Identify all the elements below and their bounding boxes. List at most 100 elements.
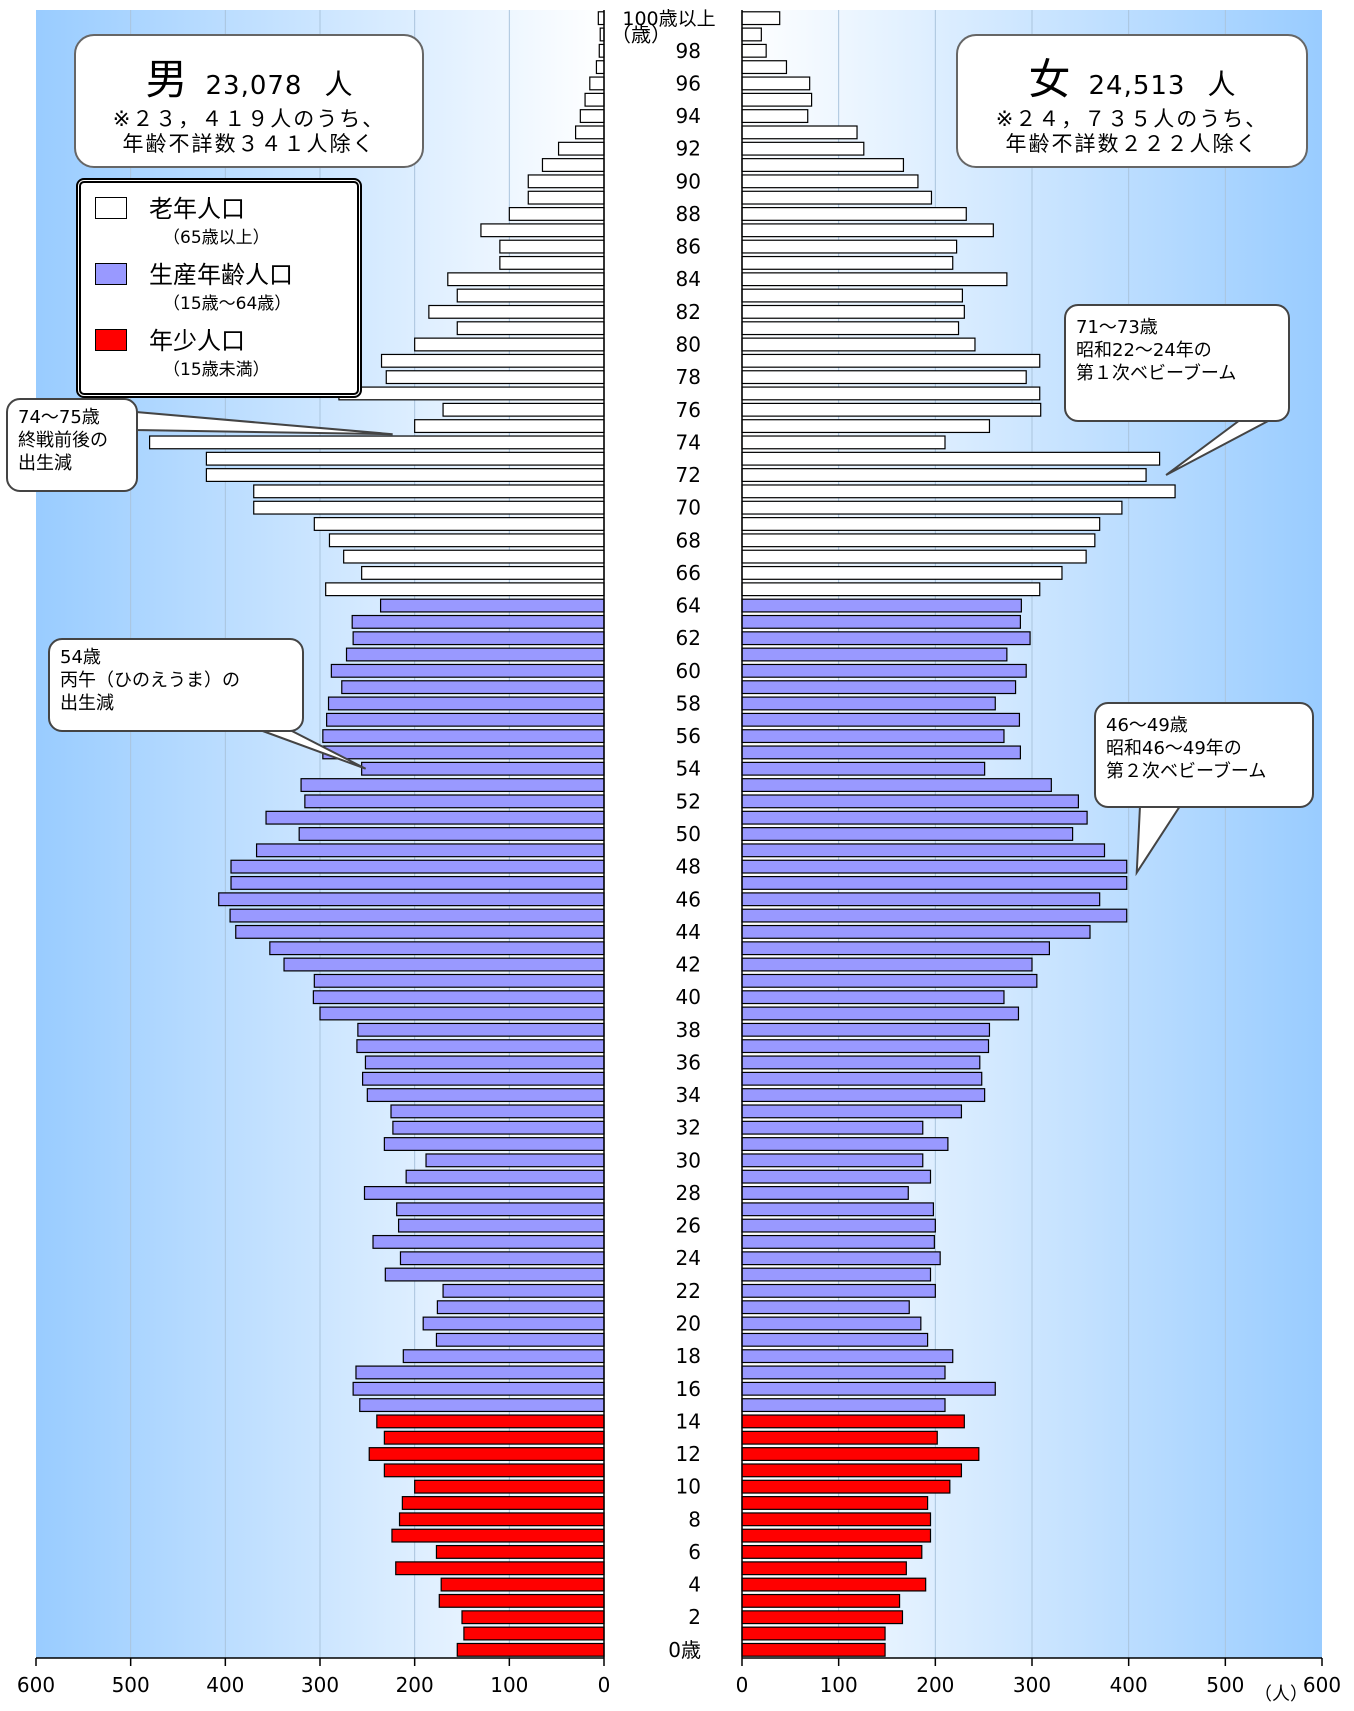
female-bar-age-80 <box>741 337 976 352</box>
female-bar-age-14 <box>741 1414 965 1429</box>
male-bar-age-58 <box>327 696 605 711</box>
age-tick-label: 44 <box>676 920 701 944</box>
female-bar-age-85 <box>741 255 954 270</box>
age-tick-label: 80 <box>676 332 701 356</box>
male-bar-age-36 <box>364 1055 605 1070</box>
male-x-tick-label: 600 <box>17 1673 55 1697</box>
age-tick-label: 20 <box>676 1312 701 1336</box>
callout-first-baby-boom: 71〜73歳 昭和22〜24年の 第１次ベビーブーム <box>1064 304 1290 422</box>
male-bar-age-62 <box>352 631 605 646</box>
female-bar-age-77 <box>741 386 1041 401</box>
female-bar-age-10 <box>741 1479 951 1494</box>
callout-first-boom-line1: 71〜73歳 <box>1076 317 1158 338</box>
age-tick-label: 72 <box>676 463 701 487</box>
age-tick-label: 90 <box>676 169 701 193</box>
callout-hinoeuma-line1: 54歳 <box>60 647 101 668</box>
legend-sub-elderly: （65歳以上） <box>163 228 270 248</box>
male-bar-age-2 <box>461 1610 605 1625</box>
age-tick-label: 82 <box>676 300 701 324</box>
female-bar-age-81 <box>741 321 960 336</box>
male-bar-age-69 <box>313 517 605 531</box>
age-tick-label: 14 <box>676 1409 701 1433</box>
age-tick-label: 74 <box>676 430 701 454</box>
age-tick-label: 54 <box>676 757 701 781</box>
male-bar-age-85 <box>499 255 605 270</box>
male-bar-age-76 <box>442 402 605 417</box>
male-bar-age-19 <box>435 1332 605 1347</box>
legend-swatch-working <box>95 263 127 285</box>
male-bar-age-34 <box>366 1088 605 1103</box>
male-bar-age-60 <box>330 663 605 678</box>
female-x-tick-label: 100 <box>820 1673 858 1697</box>
callout-second-boom-line2: 昭和46〜49年の <box>1106 738 1242 759</box>
female-x-tick-label: 0 <box>736 1673 749 1697</box>
male-bar-age-95 <box>584 92 605 107</box>
male-bar-age-88 <box>508 206 605 221</box>
female-bar-age-28 <box>741 1186 909 1200</box>
female-bar-age-48 <box>741 859 1128 874</box>
age-tick-label: 40 <box>676 985 701 1009</box>
female-bar-age-33 <box>741 1104 963 1119</box>
x-axis-unit: （人） <box>1254 1684 1308 1705</box>
male-bar-age-17 <box>355 1365 605 1380</box>
age-tick-label: 100歳以上 <box>622 8 715 30</box>
age-tick-label: 18 <box>676 1344 701 1368</box>
age-tick-labels: 0歳24681012141618202224262830323436384042… <box>611 8 716 1662</box>
male-bar-age-12 <box>368 1447 605 1462</box>
male-bar-age-91 <box>541 158 605 172</box>
male-x-tick-label: 0 <box>598 1673 611 1697</box>
age-tick-label: 10 <box>676 1475 701 1499</box>
age-tick-label: 46 <box>676 887 701 911</box>
male-bar-age-42 <box>283 957 605 972</box>
female-bar-age-39 <box>741 1006 1020 1021</box>
male-bar-age-16 <box>352 1381 605 1396</box>
male-bar-age-23 <box>384 1267 605 1282</box>
male-bar-age-63 <box>351 614 605 629</box>
female-bar-age-7 <box>741 1528 932 1543</box>
axes <box>35 10 1323 1666</box>
female-bar-age-63 <box>741 614 1021 629</box>
bars <box>149 11 1176 1657</box>
male-bar-age-45 <box>229 908 605 923</box>
male-bar-age-53 <box>300 778 605 793</box>
male-bar-age-97 <box>595 60 605 75</box>
legend-label-elderly: 老年人口 <box>149 195 245 223</box>
female-bar-age-90 <box>741 174 919 189</box>
male-bar-age-75 <box>414 419 605 434</box>
female-bar-age-76 <box>741 402 1042 417</box>
female-bar-age-84 <box>741 272 1008 287</box>
female-bar-age-16 <box>741 1381 996 1396</box>
female-bar-age-15 <box>741 1398 946 1413</box>
male-bar-age-100 <box>597 11 605 26</box>
age-tick-label: 48 <box>676 855 701 879</box>
male-bar-age-7 <box>391 1528 605 1543</box>
age-tick-label: 94 <box>676 104 701 128</box>
age-tick-label: 24 <box>676 1246 701 1270</box>
male-total-number: 23,078 <box>205 71 303 101</box>
age-tick-label: 60 <box>676 659 701 683</box>
age-tick-label: 8 <box>688 1507 701 1531</box>
female-total-box: 女 24,513 人 ※２４，７３５人のうち、 年齢不詳数２２２人除く <box>956 34 1308 168</box>
callout-pointers <box>135 410 1271 877</box>
male-bar-age-25 <box>372 1234 605 1249</box>
age-tick-label: 98 <box>676 39 701 63</box>
age-tick-label: 56 <box>676 724 701 748</box>
legend: 老年人口 （65歳以上） 生産年齢人口 （15歳〜64歳） 年少人口 （15歳未… <box>76 178 362 398</box>
male-bar-age-40 <box>312 990 605 1005</box>
age-tick-label: 6 <box>688 1540 701 1564</box>
male-bar-age-21 <box>436 1300 605 1315</box>
male-bar-age-96 <box>589 76 605 91</box>
male-bar-age-31 <box>383 1137 605 1151</box>
female-bar-age-30 <box>741 1153 924 1168</box>
female-bar-age-13 <box>741 1430 938 1445</box>
male-bar-age-79 <box>380 353 605 368</box>
legend-label-working: 生産年齢人口 <box>149 261 293 289</box>
female-bar-age-65 <box>741 582 1041 597</box>
male-bar-age-57 <box>326 712 605 727</box>
male-bar-age-24 <box>399 1251 605 1266</box>
male-bar-age-15 <box>359 1398 605 1413</box>
male-total-unit: 人 <box>324 68 353 101</box>
age-tick-label: 68 <box>676 528 701 552</box>
female-bar-age-100 <box>741 11 781 26</box>
female-bar-age-34 <box>741 1088 986 1103</box>
